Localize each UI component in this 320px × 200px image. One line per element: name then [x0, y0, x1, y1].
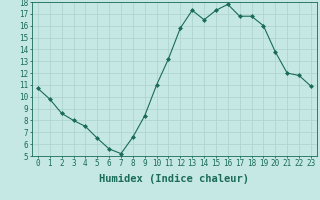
X-axis label: Humidex (Indice chaleur): Humidex (Indice chaleur): [100, 174, 249, 184]
